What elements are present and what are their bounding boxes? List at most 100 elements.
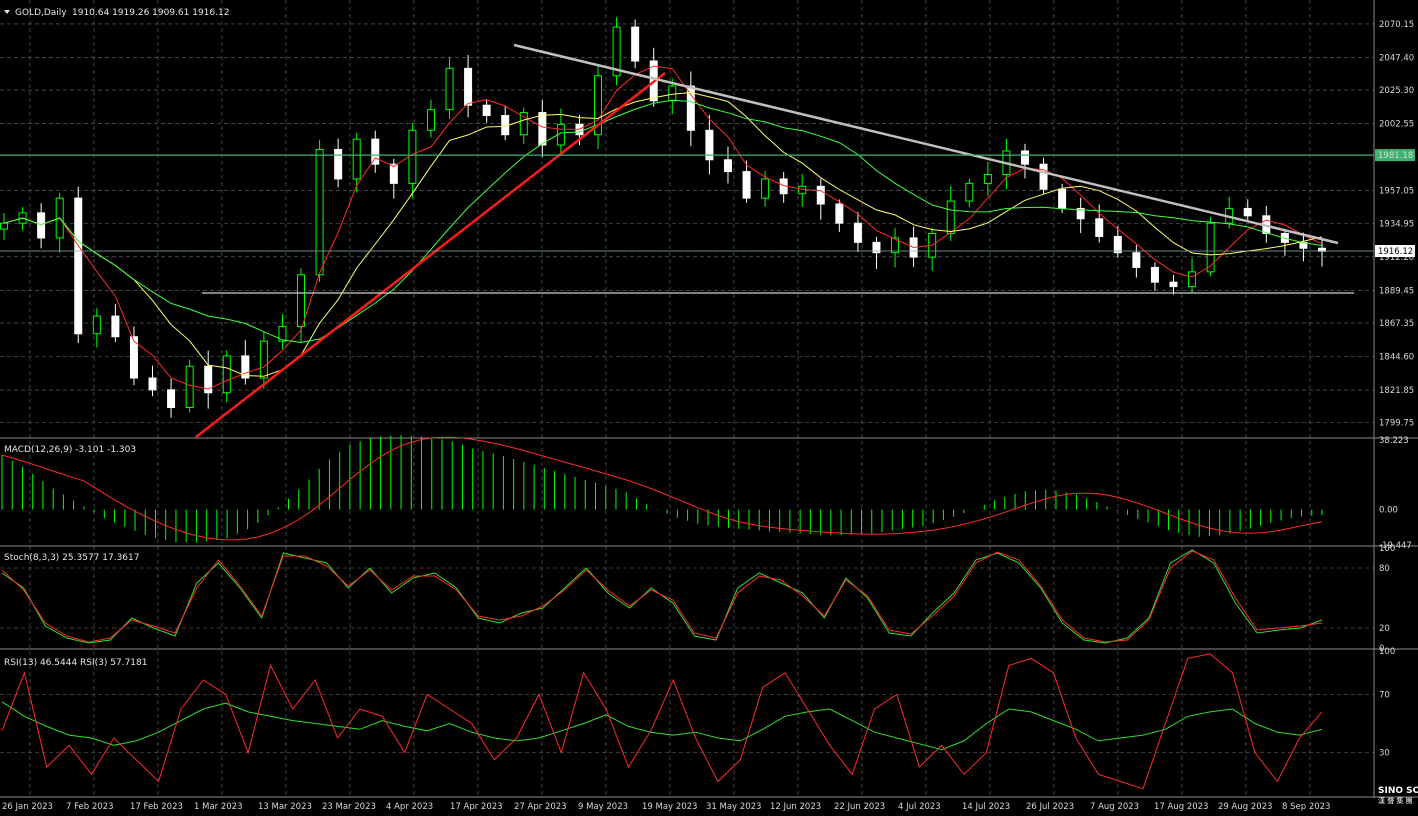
candle-body: [872, 241, 881, 254]
candle-body: [1169, 281, 1178, 288]
candle-body: [482, 104, 491, 117]
candle-body: [835, 203, 844, 224]
x-axis-tick-label: 17 Apr 2023: [450, 802, 503, 812]
candle-body: [0, 222, 8, 230]
stoch-axis-label: 20: [1379, 624, 1390, 634]
rsi-axis-label: 30: [1379, 749, 1390, 759]
candle-body: [297, 274, 306, 327]
brand-name: SINO SOUND: [1378, 786, 1418, 796]
candle-body: [74, 197, 83, 335]
candle-body: [1150, 266, 1159, 283]
candle-body: [334, 148, 343, 180]
candle-body: [167, 389, 176, 409]
x-axis-tick-label: 4 Apr 2023: [386, 802, 433, 812]
x-axis-tick-label: 26 Jul 2023: [1026, 802, 1074, 812]
x-axis-tick-label: 7 Aug 2023: [1090, 802, 1139, 812]
candle-body: [1095, 218, 1104, 237]
candle-body: [816, 185, 825, 205]
rsi-13-line: [1, 701, 1323, 751]
price-axis-tick-label: 1867.35: [1379, 319, 1414, 329]
ma-slow-line: [3, 99, 1323, 344]
candle-body: [185, 365, 194, 409]
price-axis-tick-label: 1844.60: [1379, 352, 1414, 362]
rsi-axis-label: 100: [1379, 647, 1395, 657]
candle-body: [204, 365, 213, 394]
resistance-price-label: 1981.18: [1378, 151, 1413, 161]
x-axis-tick-label: 7 Feb 2023: [66, 802, 114, 812]
candle-body: [148, 377, 157, 391]
x-axis-tick-label: 9 May 2023: [578, 802, 628, 812]
x-axis-tick-label: 8 Sep 2023: [1282, 802, 1330, 812]
candle-body: [631, 26, 640, 62]
candle-body: [668, 85, 677, 102]
candle-body: [1039, 163, 1048, 190]
last-price-label: 1916.12: [1378, 247, 1413, 257]
candle-body: [761, 178, 770, 199]
candle-body: [129, 336, 138, 379]
x-axis-tick-label: 23 Mar 2023: [322, 802, 376, 812]
candle-body: [352, 138, 361, 180]
candle-body: [983, 174, 992, 184]
candle-body: [1188, 271, 1197, 288]
x-axis-tick-label: 19 May 2023: [642, 802, 697, 812]
candle-body: [1132, 252, 1141, 268]
candle-body: [853, 222, 862, 243]
brand-sub: 漢 聲 集 團: [1378, 796, 1413, 805]
candle-body: [723, 159, 732, 173]
ohlc-readout: 1910.64 1919.26 1909.61 1916.12: [72, 8, 229, 18]
price-axis-tick-label: 1821.85: [1379, 386, 1414, 396]
candle-body: [1243, 207, 1252, 217]
candle-body: [1020, 150, 1029, 165]
candle-body: [426, 109, 435, 131]
candle-body: [389, 163, 398, 184]
price-axis-tick-label: 1934.95: [1379, 219, 1414, 229]
candle-body: [1206, 222, 1215, 273]
ma-mid-line: [3, 91, 1323, 377]
x-axis-tick-label: 14 Jul 2023: [962, 802, 1010, 812]
price-axis-tick-label: 1912.20: [1379, 253, 1414, 263]
x-axis-tick-label: 13 Mar 2023: [258, 802, 312, 812]
candle-body: [594, 75, 603, 136]
candle-body: [946, 200, 955, 235]
candle-body: [1113, 235, 1122, 254]
rsi-3-line: [1, 653, 1323, 790]
candle-body: [1058, 188, 1067, 209]
rsi-title: RSI(13) 46.5444 RSI(3) 57.7181: [4, 658, 147, 668]
macd-axis-label: 0.00: [1379, 506, 1398, 516]
ma-fast-line: [3, 65, 1323, 390]
candle-body: [92, 315, 101, 335]
candle-body: [222, 355, 231, 394]
price-axis-tick-label: 2025.30: [1379, 86, 1414, 96]
candle-body: [315, 148, 324, 276]
stoch-title: Stoch(8,3,3) 25.3577 17.3617: [4, 553, 139, 563]
x-axis-tick-label: 4 Jul 2023: [898, 802, 941, 812]
brand-logo: SINO SOUND 漢 聲 集 團: [1378, 786, 1418, 805]
price-axis-tick-label: 1957.05: [1379, 187, 1414, 197]
x-axis-tick-label: 31 May 2023: [706, 802, 761, 812]
candle-body: [278, 325, 287, 342]
price-axis-tick-label: 2047.40: [1379, 53, 1414, 63]
x-axis-tick-label: 29 Aug 2023: [1218, 802, 1272, 812]
candle-body: [612, 26, 621, 77]
x-axis-tick-label: 22 Jun 2023: [834, 802, 885, 812]
candle-body: [705, 129, 714, 161]
macd-title: MACD(12,26,9) -3.101 -1.303: [4, 445, 136, 455]
rsi-axis-label: 70: [1379, 691, 1390, 701]
candle-body: [1076, 207, 1085, 220]
macd-axis-label: 38.223: [1379, 436, 1409, 446]
stoch-axis-label: 0: [1379, 644, 1384, 654]
symbol-title: GOLD,Daily: [15, 8, 67, 18]
last-price-tag: [1375, 245, 1415, 258]
candle-body: [371, 138, 380, 165]
price-axis-tick-label: 2002.55: [1379, 120, 1414, 130]
candle-body: [686, 85, 695, 131]
candle-body: [891, 237, 900, 254]
price-axis-tick-label: 1889.45: [1379, 286, 1414, 296]
stoch-axis-label: 80: [1379, 564, 1390, 574]
stoch-signal-line: [1, 550, 1323, 643]
candle-body: [464, 67, 473, 106]
red-rising-trendline: [195, 72, 666, 438]
candle-body: [241, 355, 250, 379]
x-axis-tick-label: 1 Mar 2023: [194, 802, 242, 812]
